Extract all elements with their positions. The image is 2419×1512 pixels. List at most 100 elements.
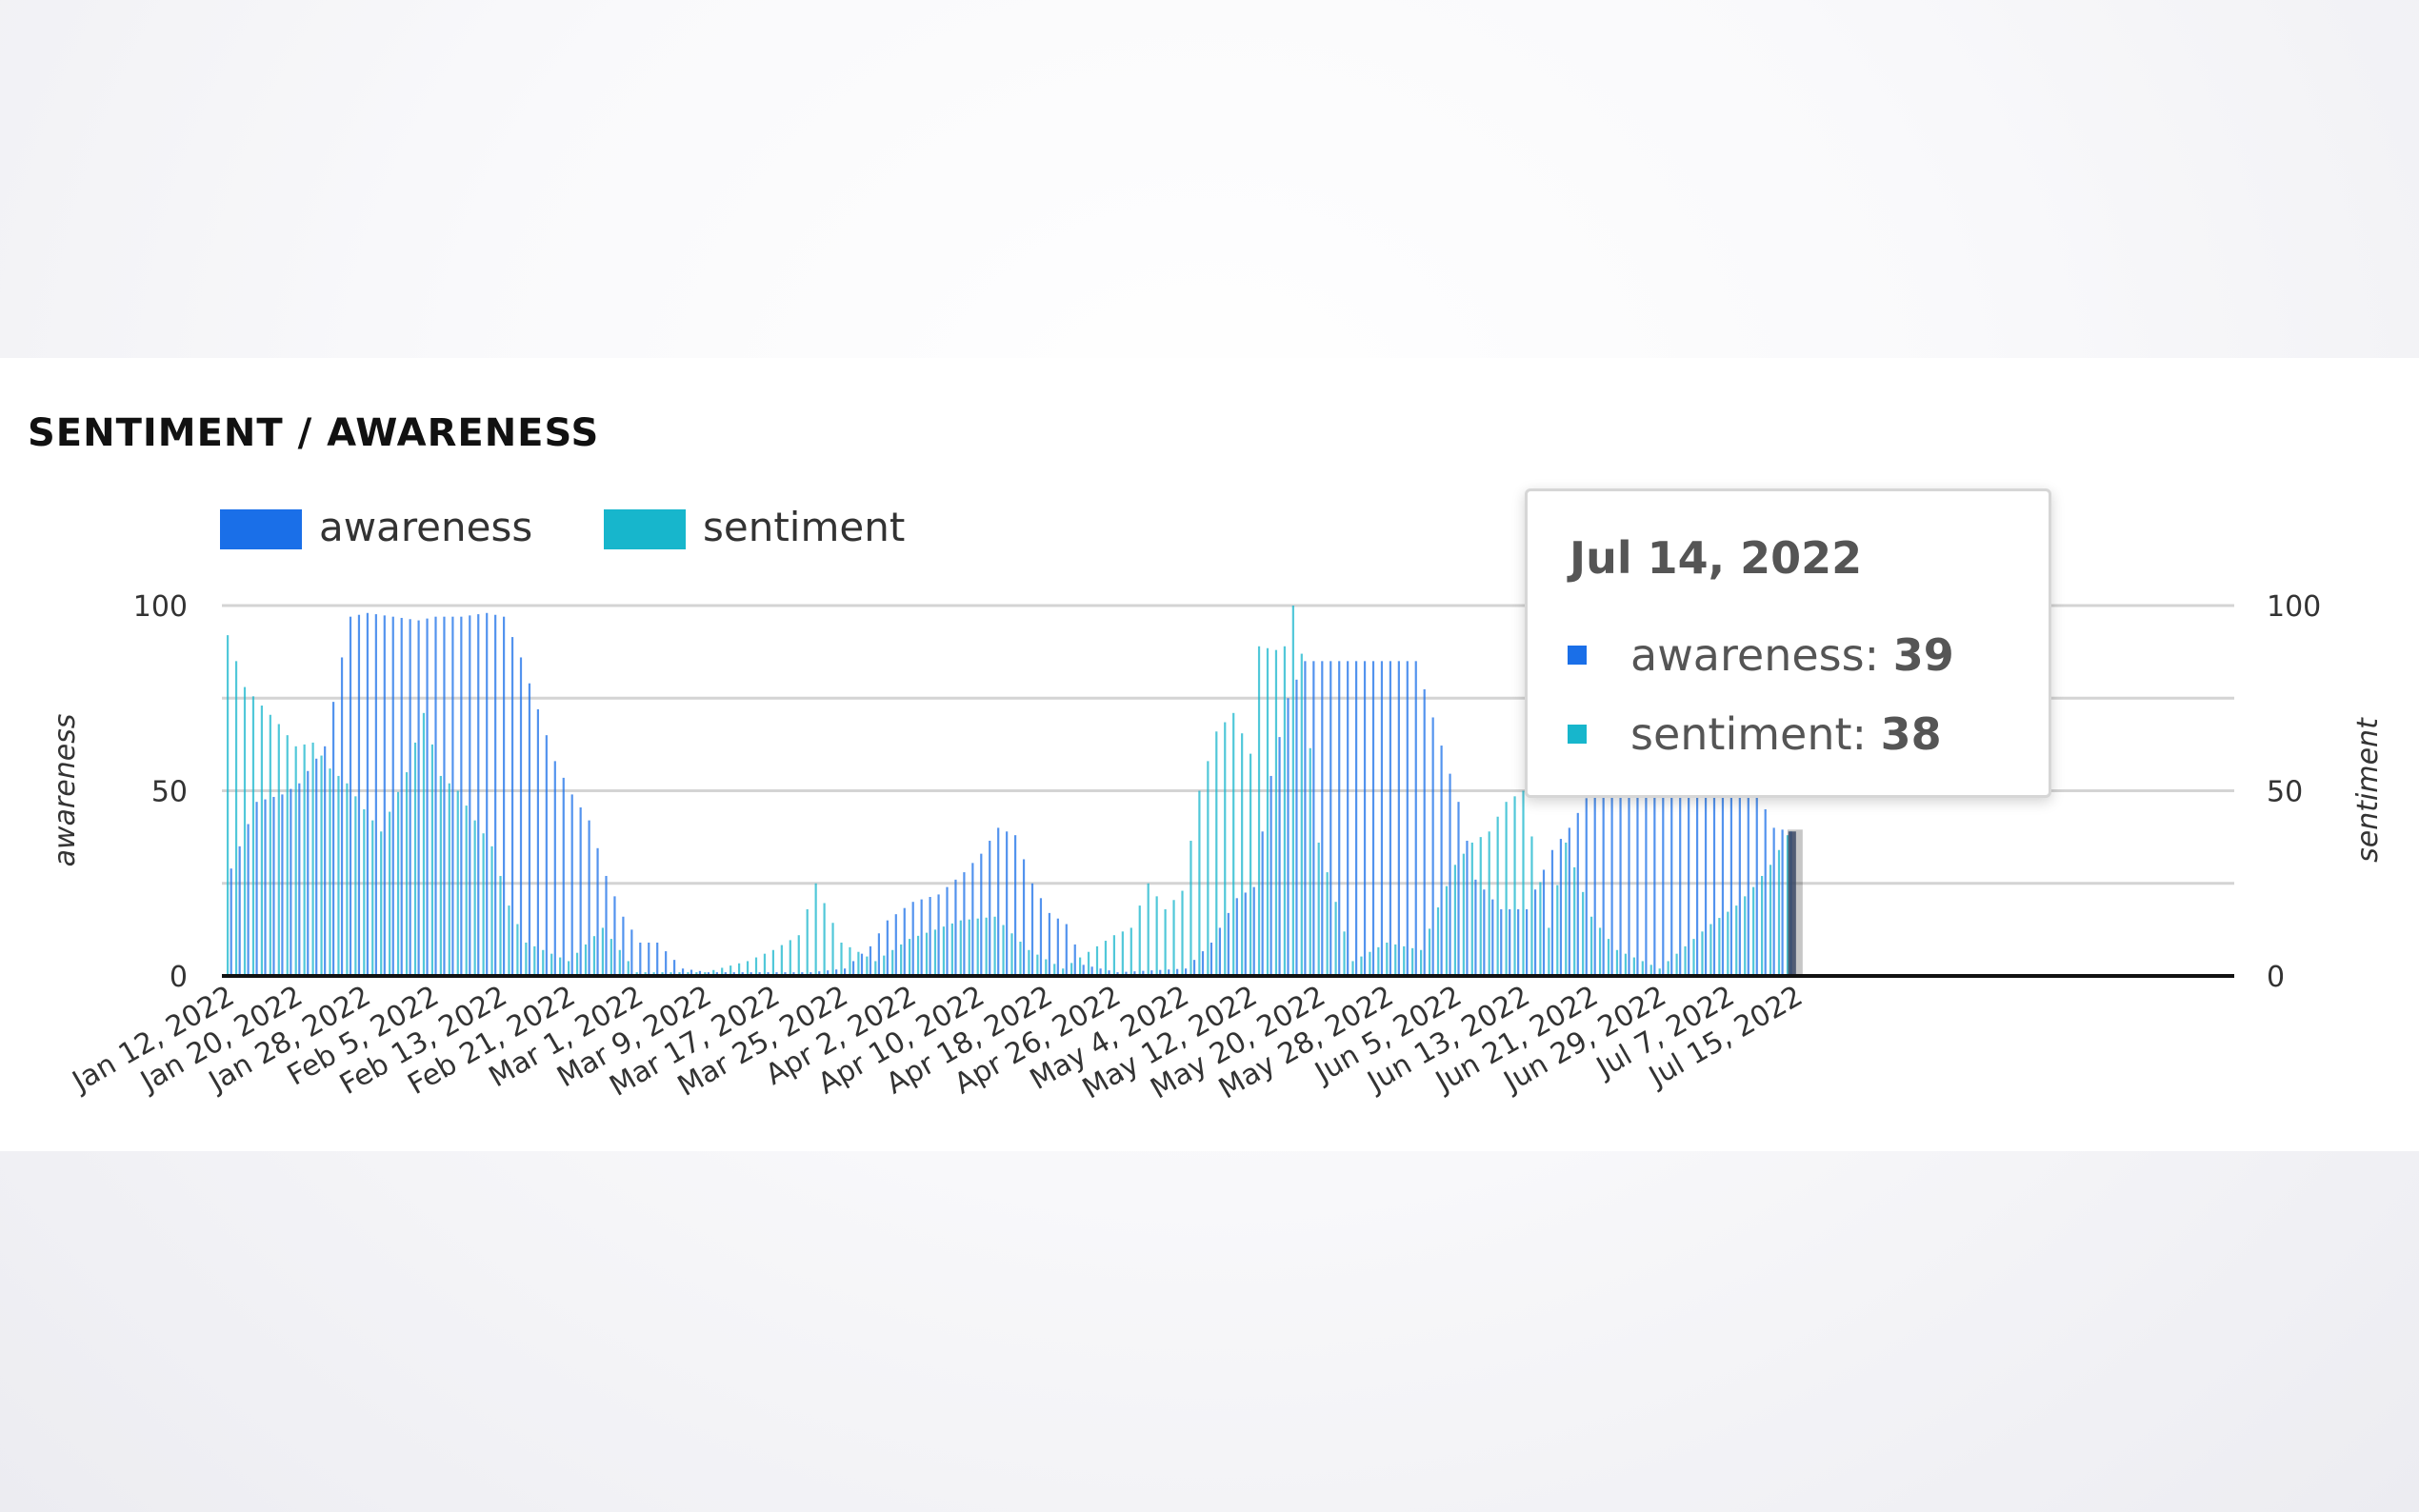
sentiment-bar xyxy=(1727,911,1729,976)
awareness-bar xyxy=(1014,835,1017,976)
sentiment-bar xyxy=(1207,761,1210,976)
awareness-bar xyxy=(929,897,931,976)
sentiment-bar xyxy=(405,772,409,976)
awareness-bar xyxy=(562,777,565,976)
sentiment-bar xyxy=(542,949,545,976)
awareness-bar xyxy=(1593,783,1596,976)
sentiment-bar xyxy=(883,955,886,976)
awareness-bar xyxy=(264,799,267,976)
legend-swatch-awareness xyxy=(220,509,302,549)
awareness-bar xyxy=(980,853,983,976)
chart-title: SENTIMENT / AWARENESS xyxy=(28,411,600,455)
awareness-bar xyxy=(1755,790,1758,976)
sentiment-bar xyxy=(1309,747,1311,976)
sentiment-bar xyxy=(329,768,331,976)
sentiment-bar xyxy=(1565,842,1568,976)
sentiment-bar xyxy=(1496,816,1499,976)
awareness-bar xyxy=(1201,951,1205,976)
awareness-bar xyxy=(1500,908,1503,976)
sentiment-bar xyxy=(1658,968,1661,976)
sentiment-bar xyxy=(465,806,468,976)
awareness-bar xyxy=(1030,883,1034,976)
sentiment-bar xyxy=(525,942,528,976)
sentiment-bar xyxy=(1777,849,1781,976)
awareness-bar xyxy=(835,969,838,976)
awareness-bar xyxy=(1585,798,1588,976)
sentiment-bar xyxy=(516,924,519,976)
sentiment-bar xyxy=(1403,945,1406,976)
sentiment-bar xyxy=(1453,865,1456,976)
awareness-bar xyxy=(230,868,232,976)
sentiment-bar xyxy=(925,932,929,976)
sentiment-bar xyxy=(482,833,485,976)
awareness-bar xyxy=(1423,688,1426,976)
awareness-bar xyxy=(307,770,310,976)
sentiment-bar xyxy=(1104,941,1108,976)
sentiment-bar xyxy=(584,944,588,976)
awareness-bar xyxy=(1747,775,1749,976)
sentiment-bar xyxy=(380,831,383,976)
sentiment-bar xyxy=(1667,961,1669,976)
tooltip-row-awareness: awareness: 39 xyxy=(1568,629,1954,681)
awareness-bar xyxy=(1133,971,1136,976)
awareness-bar xyxy=(690,969,693,976)
awareness-bar xyxy=(1526,908,1529,976)
sentiment-bar xyxy=(891,949,894,976)
awareness-bar xyxy=(1347,661,1349,976)
sentiment-bar xyxy=(1053,964,1056,976)
sentiment-bar xyxy=(746,961,750,976)
sentiment-bar xyxy=(1130,927,1132,976)
sentiment-bar xyxy=(806,908,809,976)
sentiment-bar xyxy=(1513,796,1516,976)
awareness-bar xyxy=(1636,783,1639,976)
awareness-bar xyxy=(324,746,327,976)
awareness-bar xyxy=(588,820,590,976)
awareness-bar xyxy=(1688,734,1690,976)
awareness-bar xyxy=(1679,750,1682,976)
highlight-bar xyxy=(1788,831,1796,976)
awareness-bar xyxy=(665,951,668,976)
awareness-bar xyxy=(656,942,659,976)
sentiment-bar xyxy=(1470,842,1473,976)
awareness-bar xyxy=(247,824,250,976)
awareness-bar xyxy=(639,942,642,976)
sentiment-bar xyxy=(909,939,911,976)
sentiment-bar xyxy=(456,790,459,976)
sentiment-bar xyxy=(277,724,280,976)
sentiment-bar xyxy=(499,875,502,976)
awareness-bar xyxy=(1628,783,1630,976)
awareness-bar xyxy=(1610,783,1613,976)
awareness-bar xyxy=(1321,661,1324,976)
sentiment-bar xyxy=(286,735,289,976)
awareness-bar xyxy=(1371,661,1375,976)
sentiment-bar xyxy=(227,635,230,976)
sentiment-bar xyxy=(1735,905,1738,976)
sentiment-bar xyxy=(916,935,920,976)
awareness-bar xyxy=(596,847,599,976)
sentiment-bar xyxy=(1786,835,1789,976)
awareness-bar xyxy=(1261,831,1264,976)
sentiment-bar xyxy=(1624,953,1627,976)
sentiment-bar xyxy=(1607,939,1610,976)
awareness-bar xyxy=(1269,775,1272,976)
awareness-bar xyxy=(698,970,702,976)
awareness-bar xyxy=(1721,731,1725,976)
awareness-bar xyxy=(1099,968,1102,976)
sentiment-bar xyxy=(337,775,340,976)
tooltip-date: Jul 14, 2022 xyxy=(1569,532,1863,584)
awareness-bar xyxy=(1090,966,1093,976)
awareness-bar xyxy=(1295,679,1298,976)
sentiment-bar xyxy=(1028,949,1030,976)
sentiment-bar xyxy=(559,957,562,976)
awareness-bar xyxy=(570,794,573,976)
awareness-bar xyxy=(1704,702,1708,976)
sentiment-bar xyxy=(721,967,724,976)
sentiment-bar xyxy=(1198,790,1201,976)
awareness-bar xyxy=(426,618,429,976)
awareness-bar xyxy=(1244,892,1247,976)
awareness-bar xyxy=(1406,661,1409,976)
sentiment-bar xyxy=(1164,908,1167,976)
awareness-bar xyxy=(818,971,821,976)
awareness-bar xyxy=(851,961,855,976)
awareness-bar xyxy=(443,616,446,976)
